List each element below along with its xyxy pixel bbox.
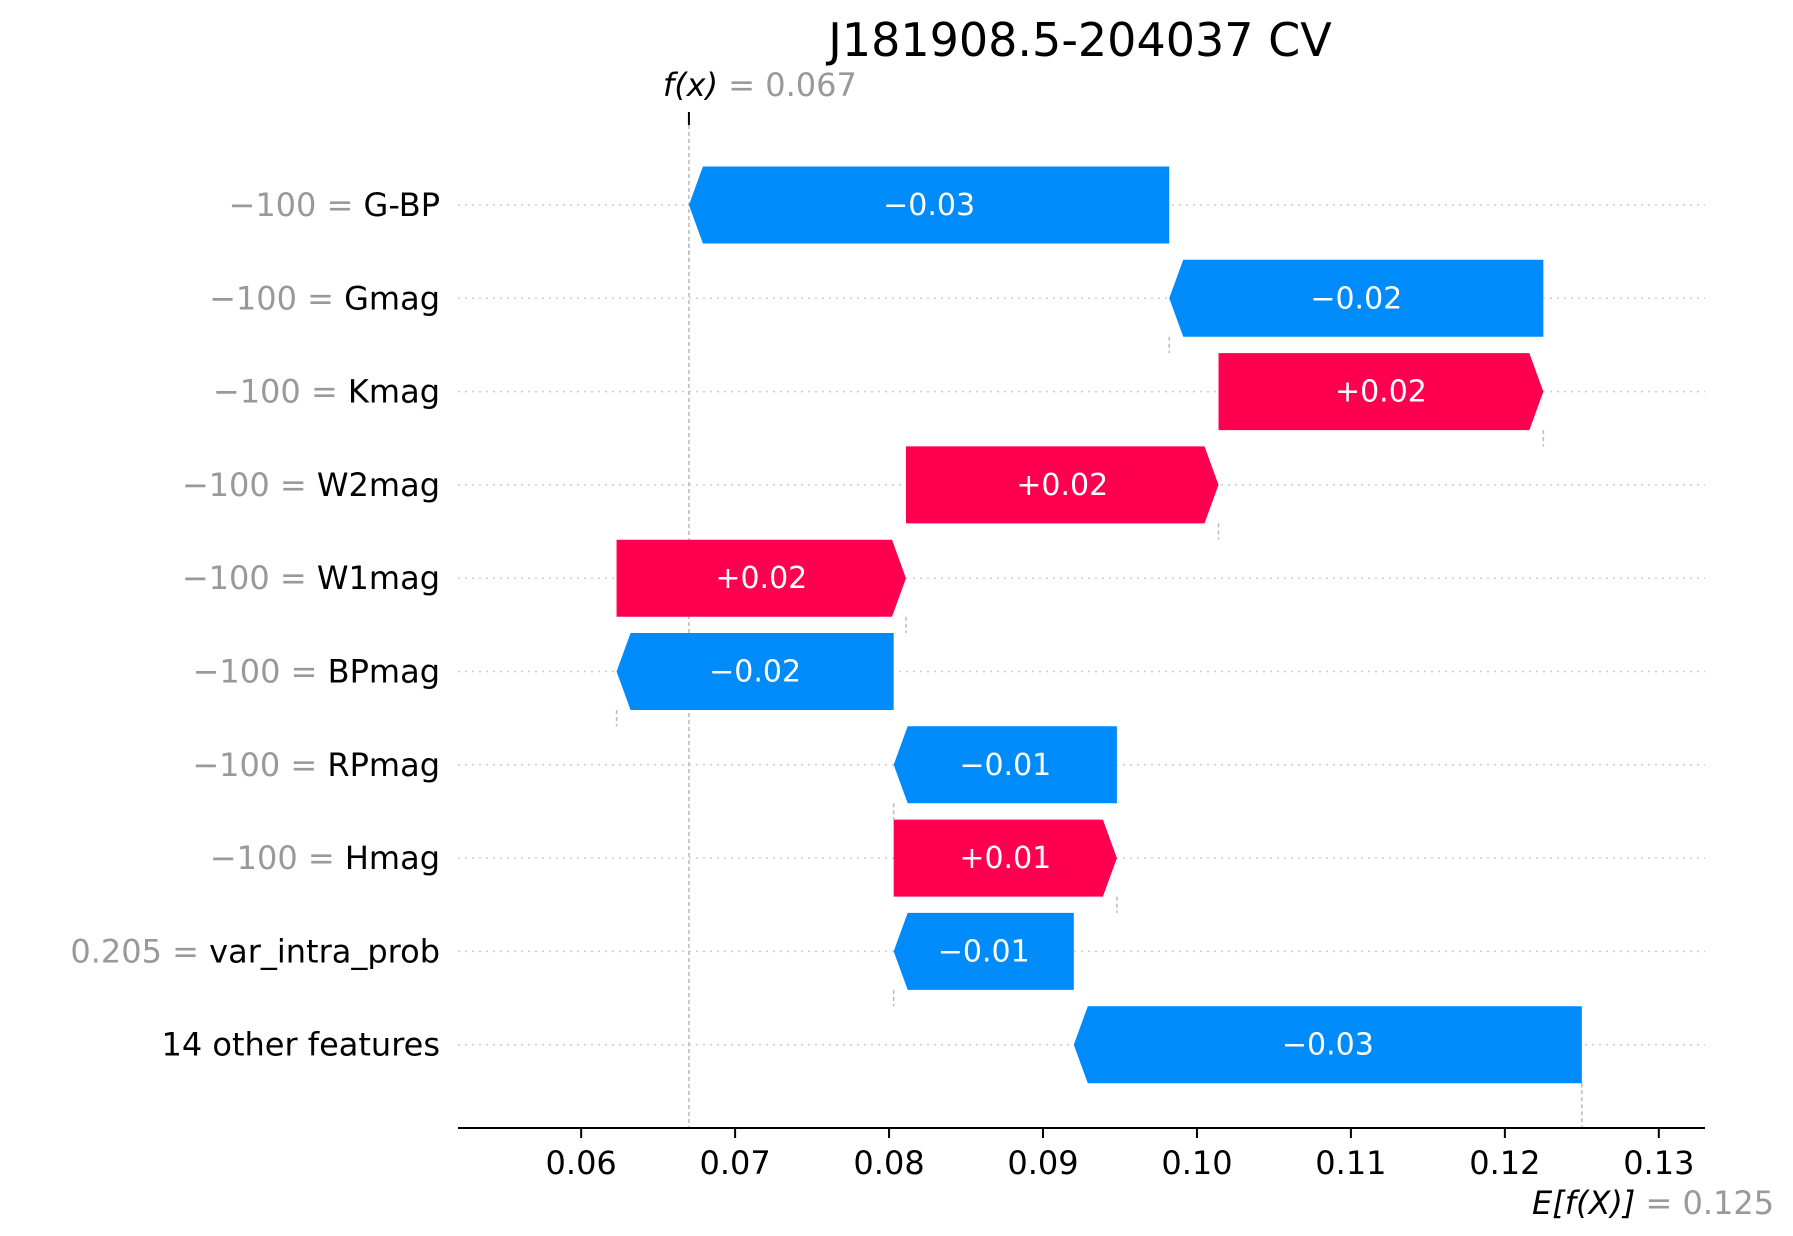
bars-layer [616, 166, 1582, 1084]
feature-label: 14 other features [161, 1026, 440, 1064]
bar-value-label: −0.02 [1310, 281, 1402, 316]
negative-bar [1169, 259, 1544, 337]
negative-bar [893, 912, 1074, 990]
feature-name: Kmag [348, 373, 440, 411]
feature-label: −100 = BPmag [193, 653, 440, 691]
feature-name: W1mag [317, 559, 440, 597]
bar-value-label: −0.03 [1282, 1028, 1374, 1063]
x-tick-label: 0.07 [699, 1144, 770, 1182]
bar-value-label: −0.02 [709, 655, 801, 690]
feature-value: 0.205 = [70, 932, 209, 970]
expected-value: = 0.125 [1635, 1184, 1774, 1222]
expected-symbol: E[f(X)] [1532, 1184, 1635, 1222]
x-tick-label: 0.10 [1161, 1144, 1232, 1182]
bar-value-label: −0.01 [959, 748, 1051, 783]
feature-value: −100 = [210, 839, 345, 877]
feature-label: −100 = Hmag [210, 839, 440, 877]
expected-label: E[f(X)] = 0.125 [1532, 1184, 1774, 1222]
negative-bar [893, 726, 1117, 804]
feature-name: 14 other features [161, 1026, 440, 1064]
bar-value-label: +0.02 [715, 561, 807, 596]
x-tick-label: 0.08 [853, 1144, 924, 1182]
feature-value: −100 = [209, 279, 344, 317]
positive-bar [905, 446, 1219, 524]
feature-value: −100 = [182, 559, 317, 597]
feature-name: G-BP [364, 186, 440, 224]
positive-bar [616, 539, 906, 617]
feature-name: W2mag [317, 466, 440, 504]
bar-value-label: +0.01 [959, 841, 1051, 876]
x-tick-label: 0.13 [1623, 1144, 1694, 1182]
x-tick-label: 0.12 [1469, 1144, 1540, 1182]
feature-name: BPmag [328, 653, 440, 691]
labels-layer: −0.03 −100 = G-BP −0.02 −100 = Gmag +0.02 −10… [70, 186, 1427, 1064]
fx-symbol: f(x) [663, 66, 718, 104]
fx-value: = 0.067 [718, 66, 857, 104]
negative-bar [616, 633, 894, 710]
positive-bar [893, 819, 1117, 897]
feature-value: −100 = [193, 653, 328, 691]
bar-value-label: +0.02 [1016, 468, 1108, 503]
feature-value: −100 = [213, 373, 348, 411]
negative-bar [1073, 1006, 1582, 1084]
x-tick-label: 0.06 [546, 1144, 617, 1182]
feature-name: var_intra_prob [209, 932, 440, 970]
bar-value-label: −0.03 [883, 188, 975, 223]
x-tick-label: 0.09 [1007, 1144, 1078, 1182]
bar-value-label: −0.01 [938, 934, 1030, 969]
feature-name: RPmag [327, 746, 440, 784]
x-tick-label: 0.11 [1315, 1144, 1386, 1182]
feature-value: −100 = [229, 186, 364, 224]
feature-label: −100 = W1mag [182, 559, 440, 597]
feature-name: Gmag [344, 279, 440, 317]
x-axis: f(x) = 0.067 E[f(X)] = 0.125 0.06 0.07 0.08 0… [458, 66, 1774, 1222]
feature-label: −100 = Kmag [213, 373, 440, 411]
bar-value-label: +0.02 [1335, 375, 1427, 410]
feature-label: 0.205 = var_intra_prob [70, 932, 440, 970]
feature-value: −100 = [182, 466, 317, 504]
feature-label: −100 = RPmag [192, 746, 440, 784]
feature-label: −100 = Gmag [209, 279, 440, 317]
feature-name: Hmag [345, 839, 440, 877]
feature-label: −100 = G-BP [229, 186, 441, 224]
chart-title: J181908.5-204037 CV [825, 13, 1332, 67]
feature-value: −100 = [192, 746, 327, 784]
fx-label: f(x) = 0.067 [663, 66, 857, 104]
negative-bar [688, 166, 1170, 244]
positive-bar [1218, 353, 1544, 431]
feature-label: −100 = W2mag [182, 466, 440, 504]
